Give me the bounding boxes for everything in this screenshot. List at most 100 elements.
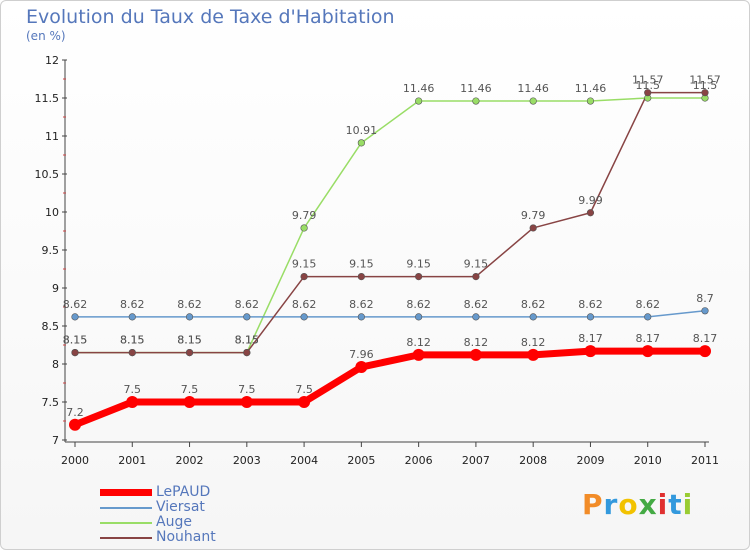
data-label-viersat: 8.62 bbox=[406, 298, 431, 311]
data-label-auge: 8.15 bbox=[177, 334, 202, 347]
data-point-viersat bbox=[644, 313, 652, 321]
proxiti-logo: Proxiti bbox=[582, 488, 693, 521]
data-point-lepaud bbox=[298, 396, 311, 408]
legend-label: Viersat bbox=[156, 499, 205, 515]
data-label-auge: 9.79 bbox=[292, 209, 317, 222]
data-point-auge bbox=[300, 224, 308, 232]
data-point-nouhant bbox=[415, 273, 423, 281]
data-label-lepaud: 8.12 bbox=[521, 336, 546, 349]
y-tick-label: 12 bbox=[45, 54, 59, 67]
y-tick-label: 11.5 bbox=[35, 92, 60, 105]
series-lines bbox=[73, 91, 706, 429]
data-label-viersat: 8.7 bbox=[696, 292, 714, 305]
data-label-lepaud: 7.96 bbox=[349, 348, 374, 361]
data-label-lepaud: 7.5 bbox=[295, 383, 313, 396]
data-label-auge: 11.46 bbox=[517, 82, 549, 95]
y-tick-label: 8 bbox=[52, 358, 59, 371]
legend-swatch bbox=[100, 507, 152, 509]
axes: 7 7.5 8 8.5 9 9.5 10 10.5 11 11.5 12 2000 2001 2002 20… bbox=[35, 54, 720, 467]
y-tick-label: 8.5 bbox=[42, 320, 60, 333]
data-label-lepaud: 7.5 bbox=[124, 383, 142, 396]
data-point-viersat bbox=[185, 313, 194, 321]
data-label-viersat: 8.62 bbox=[177, 298, 202, 311]
data-label-viersat: 8.62 bbox=[521, 298, 546, 311]
x-tick-label: 2008 bbox=[519, 454, 547, 467]
data-label-auge: 11.46 bbox=[575, 82, 607, 95]
data-label-viersat: 8.62 bbox=[292, 298, 317, 311]
data-point-nouhant bbox=[586, 209, 595, 217]
data-point-auge bbox=[415, 97, 423, 105]
y-tick-label: 9 bbox=[52, 282, 59, 295]
y-tick-label: 10 bbox=[45, 206, 59, 219]
data-label-nouhant: 9.79 bbox=[521, 209, 546, 222]
data-label-nouhant: 8.15 bbox=[235, 334, 260, 347]
data-label-lepaud: 7.5 bbox=[181, 383, 199, 396]
x-tick-label: 2006 bbox=[405, 454, 433, 467]
logo-letter: o bbox=[618, 488, 639, 521]
data-label-viersat: 8.62 bbox=[635, 298, 660, 311]
data-label-lepaud: 7.5 bbox=[238, 383, 256, 396]
legend-label: LePAUD bbox=[156, 484, 211, 500]
data-point-viersat bbox=[586, 313, 595, 321]
logo-letter: i bbox=[657, 488, 669, 521]
data-label-auge: 8.15 bbox=[63, 334, 88, 347]
data-label-nouhant: 8.15 bbox=[177, 334, 202, 347]
data-point-nouhant bbox=[357, 273, 365, 281]
data-label-lepaud: 8.12 bbox=[406, 336, 431, 349]
y-tick-label: 9.5 bbox=[42, 244, 60, 257]
data-point-viersat bbox=[415, 313, 423, 321]
data-label-nouhant: 9.99 bbox=[578, 194, 603, 207]
data-point-auge bbox=[529, 97, 537, 105]
data-point-nouhant bbox=[300, 273, 308, 281]
data-point-nouhant bbox=[701, 89, 709, 97]
logo-letter: r bbox=[603, 488, 619, 521]
x-tick-label: 2004 bbox=[290, 454, 318, 467]
data-label-nouhant: 8.15 bbox=[63, 334, 88, 347]
data-point-nouhant bbox=[529, 224, 537, 232]
x-tick-label: 2007 bbox=[462, 454, 490, 467]
data-label-nouhant: 9.15 bbox=[292, 258, 317, 271]
x-tick-label: 2003 bbox=[233, 454, 261, 467]
data-label-auge: 11.46 bbox=[403, 82, 435, 95]
x-tick-label: 2002 bbox=[176, 454, 204, 467]
data-point-lepaud bbox=[584, 345, 597, 358]
data-label-nouhant: 11.57 bbox=[689, 74, 721, 87]
data-point-viersat bbox=[472, 313, 480, 321]
data-label-lepaud: 8.12 bbox=[464, 336, 489, 349]
data-label-lepaud: 8.17 bbox=[578, 332, 603, 345]
data-label-auge: 8.15 bbox=[235, 334, 260, 347]
y-tick-label: 11 bbox=[45, 130, 59, 143]
data-label-viersat: 8.62 bbox=[464, 298, 489, 311]
data-label-lepaud: 8.17 bbox=[693, 332, 718, 345]
logo-letter: P bbox=[582, 488, 604, 521]
y-tick-label: 10.5 bbox=[35, 168, 60, 181]
data-label-viersat: 8.62 bbox=[120, 298, 145, 311]
data-point-auge bbox=[357, 139, 365, 147]
series-line-auge bbox=[75, 97, 705, 354]
data-point-nouhant bbox=[243, 349, 251, 357]
unit-label: (en %) bbox=[26, 29, 66, 43]
data-point-lepaud bbox=[183, 396, 196, 408]
legend-swatch bbox=[100, 489, 152, 496]
legend-swatch bbox=[100, 522, 152, 524]
data-point-viersat bbox=[300, 313, 308, 321]
data-point-lepaud bbox=[527, 348, 540, 361]
data-label-auge: 8.15 bbox=[120, 334, 145, 347]
data-label-viersat: 8.62 bbox=[578, 298, 603, 311]
data-point-nouhant bbox=[71, 349, 79, 357]
x-tick-label: 2009 bbox=[576, 454, 604, 467]
legend-label: Auge bbox=[156, 514, 192, 530]
data-label-auge: 11.5 bbox=[693, 79, 718, 92]
data-label-auge: 11.46 bbox=[460, 82, 492, 95]
data-point-auge bbox=[472, 97, 480, 105]
data-labels: 8.15 8.15 8.15 8.15 9.79 10.91 11.46 11.46 11.46… bbox=[63, 74, 721, 419]
data-point-lepaud bbox=[126, 396, 139, 408]
y-tick-label: 7 bbox=[52, 434, 59, 447]
data-label-viersat: 8.62 bbox=[235, 298, 260, 311]
data-label-nouhant: 8.15 bbox=[120, 334, 145, 347]
data-label-auge: 10.91 bbox=[346, 124, 378, 137]
logo-letter: i bbox=[682, 488, 694, 521]
data-point-lepaud bbox=[69, 418, 81, 431]
data-label-nouhant: 11.57 bbox=[632, 74, 664, 87]
